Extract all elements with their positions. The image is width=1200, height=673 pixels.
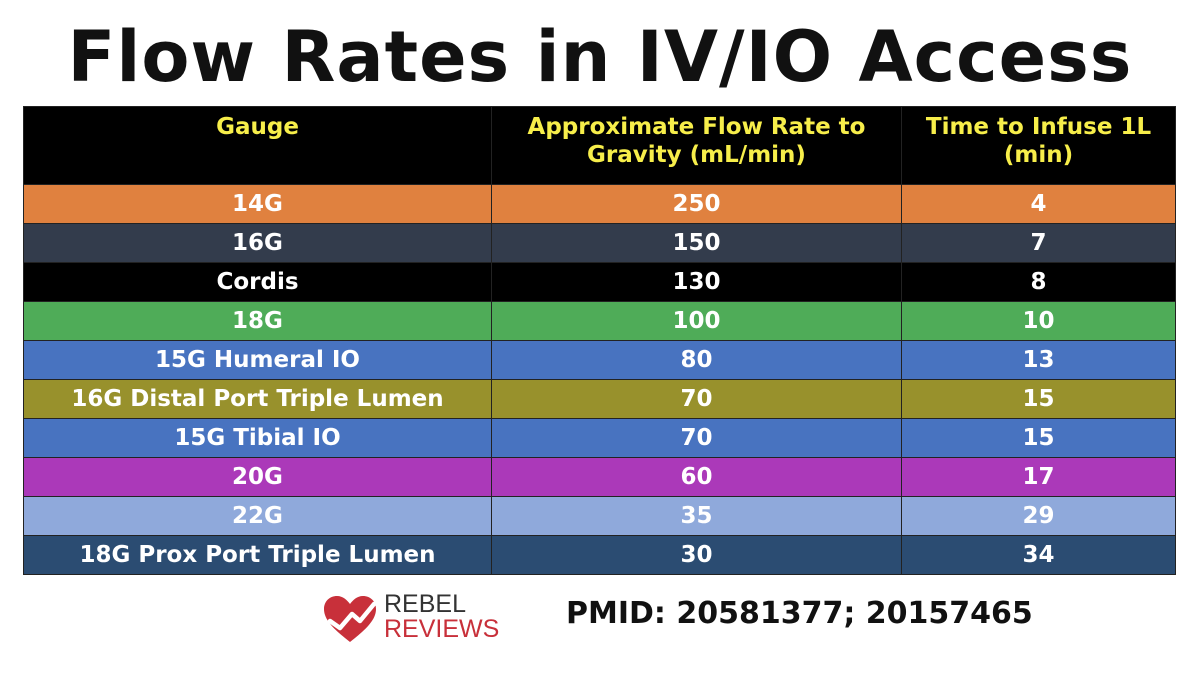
cell-time: 13	[901, 340, 1176, 380]
cell-flow-rate: 250	[491, 184, 902, 224]
header-time-to-infuse: Time to Infuse 1L (min)	[901, 106, 1176, 185]
cell-time: 7	[901, 223, 1176, 263]
cell-flow-rate: 30	[491, 535, 902, 575]
cell-flow-rate: 70	[491, 418, 902, 458]
header-flow-rate: Approximate Flow Rate to Gravity (mL/min…	[491, 106, 902, 185]
cell-flow-rate: 130	[491, 262, 902, 302]
cell-gauge: 16G Distal Port Triple Lumen	[23, 379, 492, 419]
cell-gauge: 15G Tibial IO	[23, 418, 492, 458]
table-row: 16G Distal Port Triple Lumen 70 15	[23, 379, 1176, 419]
logo-wordmark: REBEL REVIEWS	[384, 592, 499, 642]
table-row: 15G Tibial IO 70 15	[23, 418, 1176, 458]
cell-flow-rate: 70	[491, 379, 902, 419]
cell-gauge: 18G Prox Port Triple Lumen	[23, 535, 492, 575]
cell-gauge: Cordis	[23, 262, 492, 302]
cell-time: 34	[901, 535, 1176, 575]
table-row: 18G Prox Port Triple Lumen 30 34	[23, 535, 1176, 575]
table-row: 15G Humeral IO 80 13	[23, 340, 1176, 380]
cell-gauge: 16G	[23, 223, 492, 263]
cell-gauge: 14G	[23, 184, 492, 224]
cell-gauge: 22G	[23, 496, 492, 536]
heart-check-icon	[324, 596, 377, 642]
table-row: 20G 60 17	[23, 457, 1176, 497]
page-title: Flow Rates in IV/IO Access	[67, 16, 1133, 98]
cell-gauge: 15G Humeral IO	[23, 340, 492, 380]
cell-flow-rate: 100	[491, 301, 902, 341]
rebel-reviews-logo: REBEL REVIEWS	[322, 592, 512, 648]
table-row: 22G 35 29	[23, 496, 1176, 536]
flow-rates-table: Gauge Approximate Flow Rate to Gravity (…	[23, 106, 1176, 575]
footer: REBEL REVIEWS PMID: 20581377; 20157465	[0, 586, 1200, 646]
cell-time: 4	[901, 184, 1176, 224]
cell-time: 29	[901, 496, 1176, 536]
cell-flow-rate: 80	[491, 340, 902, 380]
cell-flow-rate: 60	[491, 457, 902, 497]
table-row: 16G 150 7	[23, 223, 1176, 263]
cell-time: 10	[901, 301, 1176, 341]
cell-flow-rate: 150	[491, 223, 902, 263]
cell-gauge: 18G	[23, 301, 492, 341]
cell-flow-rate: 35	[491, 496, 902, 536]
table-header-row: Gauge Approximate Flow Rate to Gravity (…	[23, 106, 1176, 185]
logo-line-reviews: REVIEWS	[384, 615, 500, 643]
table-row: Cordis 130 8	[23, 262, 1176, 302]
cell-time: 15	[901, 379, 1176, 419]
cell-gauge: 20G	[23, 457, 492, 497]
cell-time: 17	[901, 457, 1176, 497]
cell-time: 8	[901, 262, 1176, 302]
table-row: 14G 250 4	[23, 184, 1176, 224]
pmid-citation: PMID: 20581377; 20157465	[566, 596, 1033, 631]
cell-time: 15	[901, 418, 1176, 458]
table-row: 18G 100 10	[23, 301, 1176, 341]
header-gauge: Gauge	[23, 106, 492, 185]
logo-line-rebel: REBEL	[384, 590, 466, 618]
